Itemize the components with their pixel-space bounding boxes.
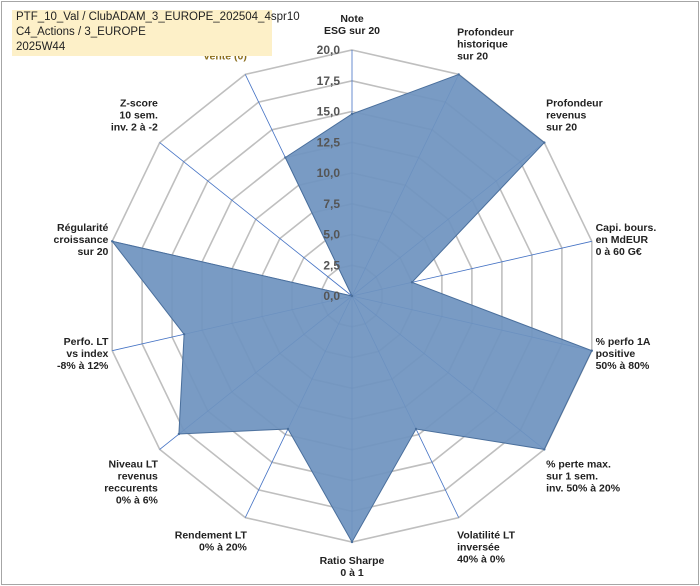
axis-label: Régularité croissance sur 20 bbox=[54, 222, 109, 258]
axis-label: Niveau LT revenus reccurents 0% à 6% bbox=[104, 459, 158, 507]
data-point bbox=[543, 448, 546, 451]
tick-layer: 0,0 2,5 5,0 7,5 10,0 12,5 15,0 17,5 20,0 bbox=[317, 43, 341, 303]
axis-label: % perte max. sur 1 sem. inv. 50% à 20% bbox=[546, 459, 621, 495]
data-point bbox=[543, 141, 546, 144]
tick-label: 5,0 bbox=[323, 228, 340, 242]
tick-label: 7,5 bbox=[323, 197, 340, 211]
data-point bbox=[590, 349, 593, 352]
axis-label-line: Profondeur bbox=[546, 97, 603, 109]
axis-label-line: 0 à 1 bbox=[340, 567, 364, 579]
axis-label: Ratio Sharpe 0 à 1 bbox=[320, 555, 385, 579]
data-point bbox=[457, 73, 460, 76]
axis-label: Z-score 10 sem. inv. 2 à -2 bbox=[111, 97, 158, 133]
series-layer bbox=[110, 73, 593, 544]
axis-label-line: Ratio Sharpe bbox=[320, 555, 385, 567]
portfolio-week: 2025W44 bbox=[16, 41, 66, 53]
axis-label-line: reccurents bbox=[104, 483, 158, 495]
axis-label-line: Capi. bours. bbox=[596, 222, 657, 234]
data-point bbox=[286, 427, 290, 431]
axis-label-line: revenus bbox=[546, 109, 586, 121]
data-point bbox=[182, 333, 186, 336]
axis-label-line: positive bbox=[596, 348, 636, 360]
axis-label: Profondeur revenus sur 20 bbox=[546, 97, 603, 133]
tick-label: 20,0 bbox=[317, 43, 341, 57]
label-layer: Note ESG sur 20 Profondeur historique sur 20… bbox=[54, 13, 657, 579]
axis-label-line: 10 sem. bbox=[119, 109, 158, 121]
axis-label-line: Note bbox=[340, 13, 363, 25]
axis-label-line: revenus bbox=[118, 471, 158, 483]
axis-label-line: 50% à 80% bbox=[596, 360, 650, 372]
axis-label-line: Z-score bbox=[120, 97, 158, 109]
axis-label-line: Niveau LT bbox=[108, 459, 158, 471]
data-point bbox=[414, 427, 418, 431]
axis-label-line: ESG sur 20 bbox=[324, 25, 380, 37]
axis-spoke bbox=[159, 142, 353, 297]
axis-label: Profondeur historique sur 20 bbox=[457, 26, 514, 62]
axis-label-line: croissance bbox=[54, 234, 109, 246]
axis-label: Capi. bours. en MdEUR 0 à 60 G€ bbox=[596, 222, 657, 258]
series-area bbox=[110, 73, 593, 544]
axis-label-line: Régularité bbox=[57, 222, 109, 234]
axis-label-line: 0% à 6% bbox=[116, 495, 159, 507]
axis-label: Note ESG sur 20 bbox=[324, 13, 380, 37]
tick-label: 17,5 bbox=[317, 74, 341, 88]
axis-label: Volatilité LT inversée 40% à 0% bbox=[457, 530, 516, 566]
axis-label-line: sur 20 bbox=[457, 50, 488, 62]
axis-label-line: Volatilité LT bbox=[457, 530, 516, 542]
axis-label-line: historique bbox=[457, 38, 508, 50]
axis-label-line: 40% à 0% bbox=[457, 554, 506, 566]
axis-label-line: sur 1 sem. bbox=[546, 471, 598, 483]
axis-label: Perfo. LT vs index -8% à 12% bbox=[57, 336, 109, 372]
axis-label: % perfo 1A positive 50% à 80% bbox=[596, 336, 651, 372]
axis-label: Rendement LT 0% à 20% bbox=[175, 530, 248, 554]
data-point bbox=[284, 156, 287, 159]
axis-label-line: 0% à 20% bbox=[199, 542, 248, 554]
data-point bbox=[350, 540, 354, 544]
axis-label-line: Profondeur bbox=[457, 26, 514, 38]
axis-label-line: sur 20 bbox=[77, 246, 108, 258]
portfolio-title: PTF_10_Val / ClubADAM_3_EUROPE_202504_4s… bbox=[16, 11, 300, 23]
tick-label: 15,0 bbox=[317, 105, 341, 119]
portfolio-header: PTF_10_Val / ClubADAM_3_EUROPE_202504_4s… bbox=[12, 10, 300, 56]
axis-label-line: vs index bbox=[66, 348, 108, 360]
data-point bbox=[350, 294, 354, 298]
axis-label-line: Rendement LT bbox=[175, 530, 248, 542]
data-point bbox=[177, 432, 181, 436]
data-point bbox=[111, 240, 114, 243]
portfolio-category: C4_Actions / 3_EUROPE bbox=[16, 26, 146, 38]
axis-label-line: Perfo. LT bbox=[64, 336, 109, 348]
axis-label-line: inv. 50% à 20% bbox=[546, 483, 621, 495]
tick-label: 12,5 bbox=[317, 135, 341, 149]
axis-label-line: 0 à 60 G€ bbox=[596, 246, 642, 258]
tick-label: 2,5 bbox=[323, 258, 340, 272]
axis-label-line: % perte max. bbox=[546, 459, 611, 471]
axis-label-line: en MdEUR bbox=[596, 234, 649, 246]
axis-label-line: sur 20 bbox=[546, 121, 577, 133]
axis-label-line: % perfo 1A bbox=[596, 336, 651, 348]
axis-label-line: -8% à 12% bbox=[57, 360, 109, 372]
tick-label: 0,0 bbox=[323, 289, 340, 303]
data-point bbox=[410, 281, 414, 284]
axis-label-line: inv. 2 à -2 bbox=[111, 121, 158, 133]
data-point bbox=[350, 112, 354, 116]
axis-label-line: inversée bbox=[457, 542, 500, 554]
tick-label: 10,0 bbox=[317, 166, 341, 180]
